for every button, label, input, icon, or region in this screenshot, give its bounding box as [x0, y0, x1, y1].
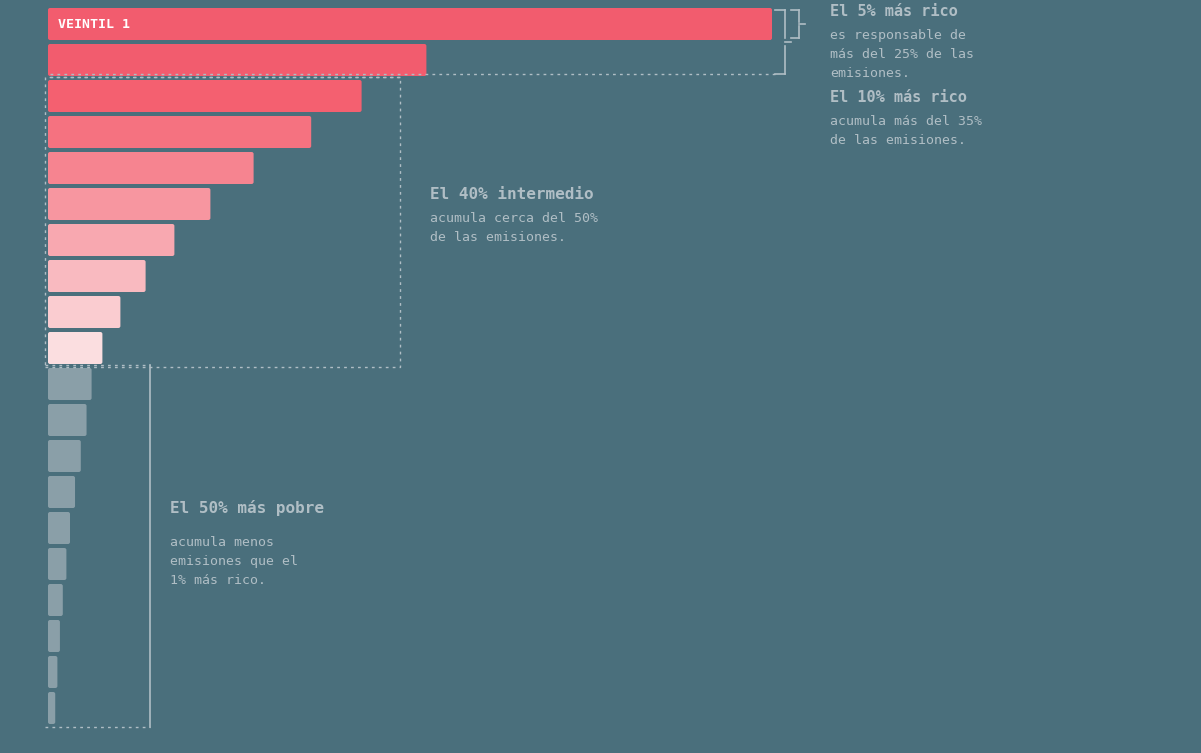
Bar [44, 77, 400, 367]
FancyBboxPatch shape [48, 656, 58, 688]
FancyBboxPatch shape [48, 152, 253, 184]
FancyBboxPatch shape [48, 44, 426, 76]
FancyBboxPatch shape [48, 80, 362, 112]
FancyBboxPatch shape [48, 512, 70, 544]
FancyBboxPatch shape [48, 404, 86, 436]
FancyBboxPatch shape [48, 116, 311, 148]
Text: El 5% más rico: El 5% más rico [830, 4, 957, 19]
FancyBboxPatch shape [48, 188, 210, 220]
FancyBboxPatch shape [48, 332, 102, 364]
Text: VEINTIL 1: VEINTIL 1 [58, 17, 130, 31]
Text: es responsable de
más del 25% de las
emisiones.: es responsable de más del 25% de las emi… [830, 29, 974, 80]
FancyBboxPatch shape [48, 620, 60, 652]
Text: El 40% intermedio: El 40% intermedio [430, 187, 593, 202]
FancyBboxPatch shape [48, 548, 66, 580]
Text: acumula más del 35%
de las emisiones.: acumula más del 35% de las emisiones. [830, 115, 982, 147]
FancyBboxPatch shape [48, 8, 772, 40]
Text: El 50% más pobre: El 50% más pobre [169, 500, 323, 516]
FancyBboxPatch shape [48, 476, 74, 508]
FancyBboxPatch shape [48, 440, 80, 472]
FancyBboxPatch shape [48, 692, 55, 724]
Text: El 10% más rico: El 10% más rico [830, 90, 967, 105]
FancyBboxPatch shape [48, 260, 145, 292]
Text: acumula cerca del 50%
de las emisiones.: acumula cerca del 50% de las emisiones. [430, 212, 598, 244]
Text: acumula menos
emisiones que el
1% más rico.: acumula menos emisiones que el 1% más ri… [169, 536, 298, 587]
FancyBboxPatch shape [48, 584, 62, 616]
FancyBboxPatch shape [48, 368, 91, 400]
FancyBboxPatch shape [48, 224, 174, 256]
FancyBboxPatch shape [48, 296, 120, 328]
